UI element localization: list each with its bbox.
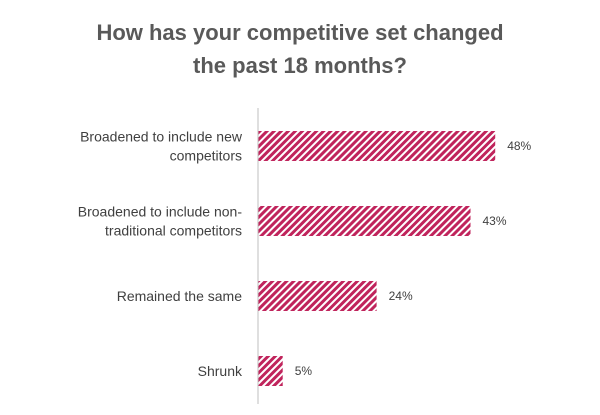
bar-1 xyxy=(258,131,496,161)
category-label-3-line-1: Remained the same xyxy=(117,288,243,304)
bar-4 xyxy=(258,356,283,386)
category-label-2-line-1: Broadened to include non- xyxy=(78,204,243,220)
category-label-4-line-1: Shrunk xyxy=(198,363,243,379)
data-label-3: 24% xyxy=(389,289,413,303)
chart-title-line-1: How has your competitive set changed xyxy=(96,20,504,45)
chart-title-line-2: the past 18 months? xyxy=(193,53,407,78)
bar-3 xyxy=(258,281,377,311)
data-label-1: 48% xyxy=(507,139,531,153)
category-label-1-line-1: Broadened to include new xyxy=(80,129,243,145)
bar-2 xyxy=(258,206,471,236)
category-label-1-line-2: competitors xyxy=(170,148,242,164)
category-label-2-line-2: traditional competitors xyxy=(105,223,242,239)
data-label-4: 5% xyxy=(295,364,313,378)
data-label-2: 43% xyxy=(483,214,507,228)
